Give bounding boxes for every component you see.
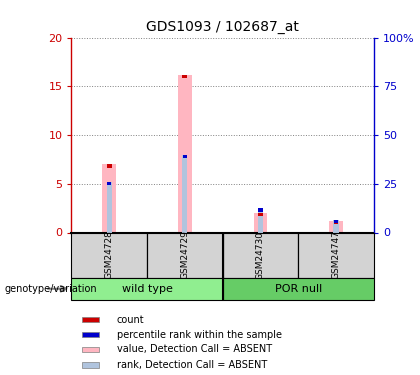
Bar bbox=[107, 182, 111, 185]
Text: wild type: wild type bbox=[121, 284, 173, 294]
Text: rank, Detection Call = ABSENT: rank, Detection Call = ABSENT bbox=[117, 360, 267, 370]
Text: GSM24730: GSM24730 bbox=[256, 231, 265, 279]
Bar bbox=[178, 75, 192, 232]
Text: POR null: POR null bbox=[275, 284, 322, 294]
Bar bbox=[182, 75, 187, 78]
FancyBboxPatch shape bbox=[147, 232, 223, 278]
Bar bbox=[82, 362, 99, 368]
Bar bbox=[334, 220, 338, 223]
FancyBboxPatch shape bbox=[223, 278, 374, 300]
Bar bbox=[258, 208, 263, 232]
Text: count: count bbox=[117, 315, 144, 325]
Bar bbox=[82, 346, 99, 352]
Bar bbox=[82, 317, 99, 322]
Bar bbox=[183, 154, 187, 158]
FancyBboxPatch shape bbox=[298, 232, 374, 278]
Bar bbox=[254, 213, 267, 232]
Text: value, Detection Call = ABSENT: value, Detection Call = ABSENT bbox=[117, 344, 272, 354]
Bar bbox=[182, 154, 187, 232]
Bar bbox=[333, 221, 339, 224]
Bar bbox=[107, 182, 112, 232]
Bar bbox=[258, 208, 262, 212]
FancyBboxPatch shape bbox=[71, 232, 147, 278]
Bar bbox=[82, 332, 99, 337]
FancyBboxPatch shape bbox=[223, 232, 298, 278]
Text: GSM24747: GSM24747 bbox=[331, 231, 341, 279]
FancyBboxPatch shape bbox=[71, 278, 223, 300]
Text: GSM24729: GSM24729 bbox=[180, 231, 189, 279]
Bar bbox=[102, 164, 116, 232]
Text: GSM24728: GSM24728 bbox=[105, 231, 114, 279]
Title: GDS1093 / 102687_at: GDS1093 / 102687_at bbox=[146, 20, 299, 34]
Bar bbox=[258, 213, 263, 216]
Bar bbox=[329, 221, 343, 232]
Text: percentile rank within the sample: percentile rank within the sample bbox=[117, 330, 282, 339]
Bar bbox=[333, 220, 339, 232]
Bar bbox=[107, 164, 112, 168]
Text: genotype/variation: genotype/variation bbox=[4, 284, 97, 294]
